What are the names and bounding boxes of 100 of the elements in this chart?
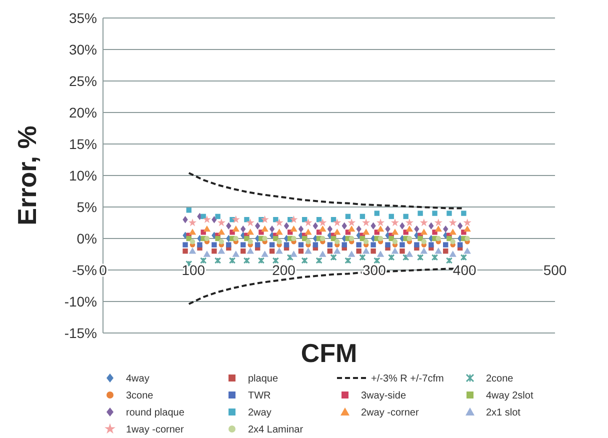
point bbox=[312, 242, 318, 248]
y-tick-label: 25% bbox=[68, 72, 97, 89]
point bbox=[461, 210, 466, 216]
point bbox=[197, 242, 202, 248]
point bbox=[344, 257, 352, 264]
point bbox=[301, 257, 308, 264]
point bbox=[428, 222, 434, 230]
point bbox=[390, 218, 400, 226]
point bbox=[226, 242, 232, 248]
point bbox=[376, 225, 384, 232]
point bbox=[356, 248, 362, 254]
point bbox=[374, 257, 380, 264]
point bbox=[286, 254, 294, 261]
point bbox=[327, 248, 333, 254]
point bbox=[431, 254, 438, 261]
point bbox=[363, 239, 369, 244]
point bbox=[388, 214, 394, 220]
point bbox=[420, 228, 428, 235]
point bbox=[269, 242, 275, 248]
point bbox=[186, 208, 192, 213]
y-tick-label: 35% bbox=[68, 10, 97, 26]
point bbox=[349, 236, 354, 242]
point bbox=[232, 250, 240, 257]
point bbox=[246, 228, 254, 235]
point bbox=[190, 239, 196, 244]
point bbox=[391, 248, 399, 254]
point bbox=[218, 248, 226, 254]
point bbox=[188, 228, 196, 235]
legend-label: round plaque bbox=[126, 408, 185, 418]
point bbox=[203, 250, 211, 257]
y-tick-label: -10% bbox=[64, 293, 97, 310]
point bbox=[333, 218, 342, 226]
point bbox=[464, 248, 471, 254]
point bbox=[215, 236, 220, 242]
legend-label: 2x4 Laminar bbox=[248, 424, 304, 436]
legend-label: 1way -corner bbox=[126, 424, 184, 436]
point bbox=[378, 236, 384, 242]
point bbox=[436, 236, 441, 242]
point bbox=[200, 214, 206, 220]
point bbox=[348, 250, 356, 257]
point bbox=[421, 239, 427, 244]
point bbox=[214, 257, 222, 264]
point bbox=[320, 236, 326, 242]
point bbox=[276, 248, 283, 254]
point bbox=[406, 250, 414, 257]
point bbox=[269, 225, 275, 233]
point bbox=[273, 236, 278, 242]
y-tick-label: 20% bbox=[68, 104, 97, 120]
point bbox=[290, 225, 298, 232]
point bbox=[457, 222, 463, 230]
point bbox=[232, 225, 240, 232]
point bbox=[449, 228, 456, 235]
point bbox=[182, 216, 188, 224]
point bbox=[405, 218, 414, 226]
point bbox=[254, 242, 260, 248]
point bbox=[182, 242, 188, 248]
point bbox=[203, 225, 211, 232]
point bbox=[420, 248, 428, 254]
point bbox=[327, 225, 333, 233]
point bbox=[330, 254, 337, 261]
point bbox=[233, 236, 238, 242]
point bbox=[228, 257, 236, 264]
legend-label: plaque bbox=[248, 374, 278, 384]
point bbox=[406, 236, 412, 242]
y-tick-label: 10% bbox=[68, 167, 97, 184]
point bbox=[446, 257, 453, 264]
point bbox=[298, 225, 304, 233]
point bbox=[356, 242, 362, 248]
legend-label: 3way-side bbox=[361, 390, 406, 402]
point bbox=[243, 257, 250, 264]
point bbox=[260, 215, 269, 224]
line-series bbox=[188, 172, 465, 210]
point bbox=[316, 257, 322, 264]
point bbox=[217, 218, 226, 226]
point bbox=[318, 218, 327, 226]
point bbox=[400, 248, 405, 254]
point bbox=[428, 242, 434, 248]
point bbox=[348, 218, 356, 226]
point bbox=[232, 215, 240, 224]
point bbox=[182, 248, 188, 254]
point bbox=[457, 242, 463, 248]
point bbox=[290, 215, 298, 224]
point bbox=[362, 248, 370, 254]
point bbox=[334, 228, 341, 235]
point bbox=[212, 248, 217, 254]
point bbox=[464, 225, 471, 232]
point bbox=[418, 236, 423, 242]
point bbox=[312, 222, 318, 230]
point bbox=[188, 218, 197, 226]
point bbox=[254, 222, 260, 230]
point bbox=[306, 239, 311, 244]
y-tick-label: -5% bbox=[72, 262, 97, 278]
point bbox=[319, 225, 326, 232]
point bbox=[391, 228, 399, 235]
point bbox=[463, 218, 472, 226]
point bbox=[376, 250, 384, 257]
point bbox=[385, 242, 390, 248]
point bbox=[262, 236, 268, 242]
point bbox=[248, 239, 253, 244]
point bbox=[298, 242, 304, 248]
